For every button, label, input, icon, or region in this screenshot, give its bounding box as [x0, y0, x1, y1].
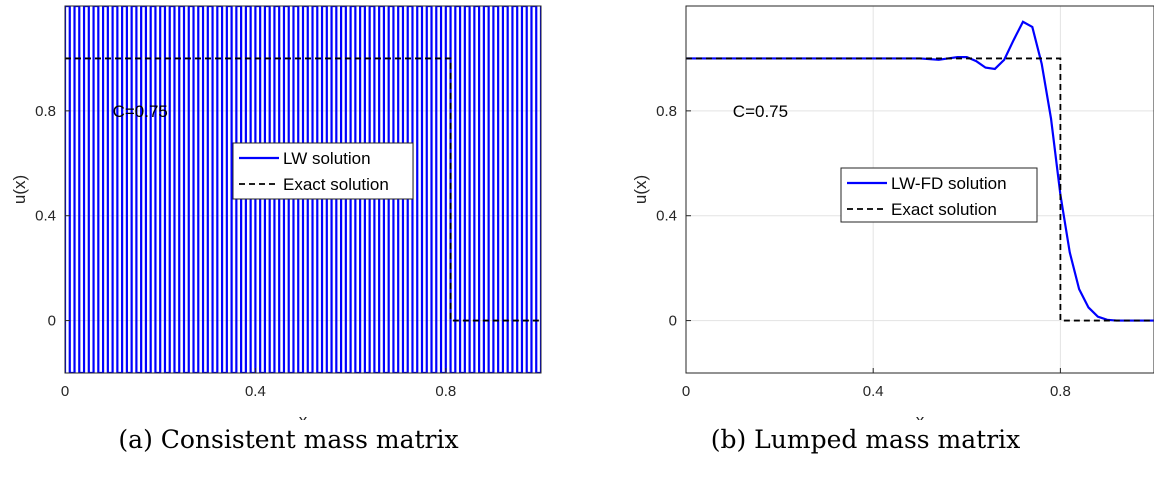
- caption-b: (b) Lumped mass matrix: [710, 425, 1021, 454]
- x-tick-label: 0: [61, 383, 69, 400]
- y-tick-label: 0.4: [35, 208, 56, 225]
- annotation-text: C=0.75: [733, 102, 788, 121]
- axes-frame: [685, 5, 1154, 374]
- x-tick-label: 0: [682, 383, 690, 400]
- axes-frame: [64, 5, 542, 374]
- y-tick-label: 0.8: [35, 103, 56, 120]
- legend-box: [232, 142, 414, 200]
- x-axis-label: x: [299, 411, 308, 420]
- figure-a: 0 0.4 0.8 0 0.4 0.8 x u(x) C=0.75 LW solution Exac…: [10, 5, 542, 454]
- figure-b: 0 0.4 0.8 0 0.4 0.8 x u(x) C=0.75 LW-FD solution E…: [577, 0, 1154, 482]
- series-line-2: [686, 57, 1154, 322]
- caption-a: (a) Consistent mass matrix: [118, 425, 459, 454]
- y-axis-label: u(x): [10, 175, 29, 204]
- y-tick-label: 0.4: [656, 208, 677, 225]
- x-tick-label: 0.4: [863, 383, 884, 400]
- y-axis-label: u(x): [631, 175, 650, 204]
- series-group: [686, 20, 1154, 322]
- x-tick-label: 0.8: [1050, 383, 1071, 400]
- legend-label-1: LW-FD solution: [891, 174, 1007, 193]
- legend-label-1: LW solution: [283, 149, 371, 168]
- x-tick-label: 0.8: [435, 383, 456, 400]
- annotation-text: C=0.75: [113, 102, 168, 121]
- y-tick-label: 0: [48, 313, 56, 330]
- legend-label-2: Exact solution: [891, 200, 997, 219]
- x-axis-label: x: [916, 411, 925, 420]
- y-tick-label: 0.8: [656, 103, 677, 120]
- legend-label-2: Exact solution: [283, 175, 389, 194]
- x-tick-label: 0.4: [245, 383, 266, 400]
- chart-b: 0 0.4 0.8 0 0.4 0.8 x u(x) C=0.75 LW-FD solution E…: [631, 5, 1154, 420]
- series-line-2: [65, 57, 541, 322]
- legend-box: [840, 167, 1038, 223]
- y-tick-label: 0: [669, 313, 677, 330]
- chart-a: 0 0.4 0.8 0 0.4 0.8 x u(x) C=0.75 LW solution Exac…: [10, 5, 542, 420]
